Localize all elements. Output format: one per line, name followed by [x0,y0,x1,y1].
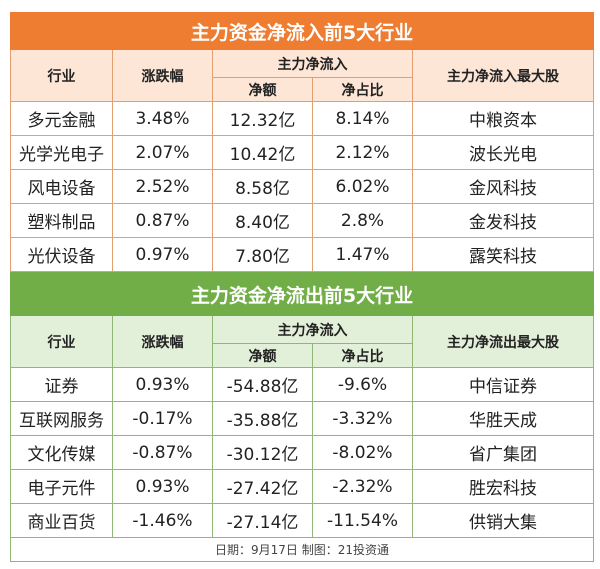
header-ratio: 净占比 [312,77,413,102]
cell-industry: 证券 [10,367,113,402]
cell-stock: 露笑科技 [411,237,595,272]
cell-ratio: 2.8% [312,203,413,238]
header-flow: 主力净流入 [212,49,413,78]
cell-amount: -30.12亿 [212,435,313,470]
table-row: 文化传媒 -0.87% -30.12亿 -8.02% 省广集团 [10,435,595,470]
cell-industry: 文化传媒 [10,435,113,470]
table-row: 风电设备 2.52% 8.58亿 6.02% 金风科技 [10,169,595,204]
cell-ratio: -11.54% [312,503,413,538]
cell-industry: 互联网服务 [10,401,113,436]
cell-stock: 金风科技 [411,169,595,204]
cell-ratio: -8.02% [312,435,413,470]
inflow-title: 主力资金净流入前5大行业 [9,12,595,50]
outflow-title: 主力资金净流出前5大行业 [9,272,595,316]
header-top-stock: 主力净流入最大股 [411,49,595,102]
cell-change: 3.48% [112,101,213,136]
cell-ratio: 1.47% [312,237,413,272]
cell-change: 0.93% [112,367,213,402]
inflow-table: 主力资金净流入前5大行业 行业 涨跌幅 主力净流入 主力净流入最大股 净额 净占比 多元… [9,12,595,272]
table-row: 塑料制品 0.87% 8.40亿 2.8% 金发科技 [10,203,595,238]
cell-industry: 光伏设备 [10,237,113,272]
cell-amount: -54.88亿 [212,367,313,402]
outflow-table: 主力资金净流出前5大行业 行业 涨跌幅 主力净流入 主力净流出最大股 净额 净占比 证券… [9,272,595,562]
cell-industry: 塑料制品 [10,203,113,238]
table-row: 光学光电子 2.07% 10.42亿 2.12% 波长光电 [10,135,595,170]
cell-stock: 省广集团 [411,435,595,470]
cell-amount: 8.58亿 [212,169,313,204]
table-row: 商业百货 -1.46% -27.14亿 -11.54% 供销大集 [10,503,595,538]
table-row: 电子元件 0.93% -27.42亿 -2.32% 胜宏科技 [10,469,595,504]
cell-change: -1.46% [112,503,213,538]
table-row: 光伏设备 0.97% 7.80亿 1.47% 露笑科技 [10,237,595,272]
cell-ratio: 2.12% [312,135,413,170]
cell-amount: -35.88亿 [212,401,313,436]
cell-stock: 波长光电 [411,135,595,170]
table-row: 证券 0.93% -54.88亿 -9.6% 中信证券 [10,367,595,402]
cell-amount: 8.40亿 [212,203,313,238]
cell-industry: 电子元件 [10,469,113,504]
header-change: 涨跌幅 [112,315,213,368]
cell-ratio: -9.6% [312,367,413,402]
cell-stock: 华胜天成 [411,401,595,436]
cell-change: 0.87% [112,203,213,238]
cell-amount: 12.32亿 [212,101,313,136]
cell-amount: -27.14亿 [212,503,313,538]
header-flow: 主力净流入 [212,315,413,344]
header-amount: 净额 [212,343,313,368]
cell-industry: 风电设备 [10,169,113,204]
cell-stock: 中信证券 [411,367,595,402]
cell-amount: 10.42亿 [212,135,313,170]
header-industry: 行业 [10,49,113,102]
cell-industry: 商业百货 [10,503,113,538]
cell-stock: 金发科技 [411,203,595,238]
cell-ratio: 8.14% [312,101,413,136]
cell-ratio: 6.02% [312,169,413,204]
cell-stock: 中粮资本 [411,101,595,136]
cell-stock: 供销大集 [411,503,595,538]
cell-stock: 胜宏科技 [411,469,595,504]
cell-amount: -27.42亿 [212,469,313,504]
cell-ratio: -2.32% [312,469,413,504]
cell-change: -0.87% [112,435,213,470]
cell-change: 2.52% [112,169,213,204]
table-row: 互联网服务 -0.17% -35.88亿 -3.32% 华胜天成 [10,401,595,436]
header-ratio: 净占比 [312,343,413,368]
footer-note: 日期：9月17日 制图：21投资通 [9,537,595,562]
cell-change: 0.97% [112,237,213,272]
cell-change: 2.07% [112,135,213,170]
table-row: 多元金融 3.48% 12.32亿 8.14% 中粮资本 [10,101,595,136]
header-amount: 净额 [212,77,313,102]
cell-industry: 光学光电子 [10,135,113,170]
cell-change: -0.17% [112,401,213,436]
cell-change: 0.93% [112,469,213,504]
cell-ratio: -3.32% [312,401,413,436]
header-industry: 行业 [10,315,113,368]
header-change: 涨跌幅 [112,49,213,102]
cell-industry: 多元金融 [10,101,113,136]
header-top-stock: 主力净流出最大股 [411,315,595,368]
cell-amount: 7.80亿 [212,237,313,272]
